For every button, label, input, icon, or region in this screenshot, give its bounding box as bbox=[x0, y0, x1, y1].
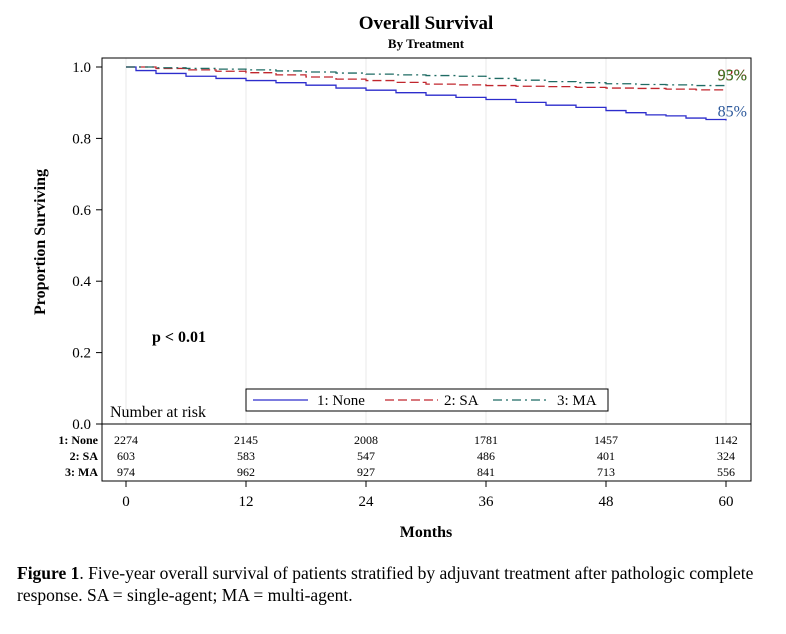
y-tick-label: 0.4 bbox=[72, 274, 91, 290]
y-tick-label: 0.6 bbox=[72, 203, 91, 219]
legend-label-none: 1: None bbox=[317, 393, 365, 409]
risk-cell: 603 bbox=[117, 449, 135, 463]
risk-table-title: Number at risk bbox=[110, 404, 206, 421]
x-tick-label: 48 bbox=[599, 494, 614, 510]
series-line-1 bbox=[126, 66, 727, 121]
x-tick-label: 36 bbox=[479, 494, 495, 510]
y-tick-label: 1.0 bbox=[72, 60, 91, 76]
risk-cell: 1457 bbox=[594, 433, 618, 447]
risk-cell: 486 bbox=[477, 449, 495, 463]
risk-cell: 547 bbox=[357, 449, 375, 463]
risk-cell: 401 bbox=[597, 449, 615, 463]
x-tick-label: 60 bbox=[719, 494, 734, 510]
figure-caption-text: . Five-year overall survival of patients… bbox=[17, 563, 754, 605]
figure-caption-label: Figure 1 bbox=[17, 563, 80, 583]
risk-row-label: 2: SA bbox=[70, 449, 99, 463]
series-line-2 bbox=[126, 66, 727, 91]
survival-curves bbox=[126, 66, 727, 121]
chart-subtitle: By Treatment bbox=[388, 36, 465, 51]
legend-label-ma: 3: MA bbox=[557, 393, 597, 409]
risk-cell: 1781 bbox=[474, 433, 498, 447]
series-line-3 bbox=[126, 66, 727, 87]
x-axis: 0 12 24 36 48 60 bbox=[122, 481, 734, 510]
y-axis-label: Proportion Surviving bbox=[32, 169, 49, 315]
risk-cell: 1142 bbox=[714, 433, 738, 447]
end-label-3: 95% bbox=[718, 67, 747, 84]
risk-cell: 713 bbox=[597, 465, 615, 479]
end-label-2: 93% bbox=[718, 67, 747, 84]
risk-table: 1: None 2274 2145 2008 1781 1457 1142 2: SA 603 5… bbox=[58, 433, 737, 479]
figure-caption: Figure 1. Five-year overall survival of … bbox=[17, 562, 769, 606]
end-labels: 85% 93%95% bbox=[718, 67, 747, 121]
risk-cell: 583 bbox=[237, 449, 255, 463]
risk-cell: 2145 bbox=[234, 433, 258, 447]
risk-cell: 2008 bbox=[354, 433, 378, 447]
legend: 1: None 2: SA 3: MA bbox=[245, 388, 609, 412]
y-axis: 0.0 0.2 0.4 0.6 0.8 1.0 bbox=[72, 60, 102, 433]
survival-chart: Overall Survival By Treatment 85%93%95% … bbox=[32, 13, 752, 541]
x-axis-label: Months bbox=[400, 524, 452, 541]
risk-cell: 2274 bbox=[114, 433, 138, 447]
p-value-annotation: p < 0.01 bbox=[152, 329, 206, 346]
x-tick-label: 12 bbox=[239, 494, 254, 510]
risk-cell: 974 bbox=[117, 465, 135, 479]
y-tick-label: 0.2 bbox=[72, 346, 91, 362]
risk-cell: 962 bbox=[237, 465, 255, 479]
x-tick-label: 0 bbox=[122, 494, 130, 510]
chart-title: Overall Survival bbox=[359, 13, 494, 34]
risk-cell: 556 bbox=[717, 465, 735, 479]
legend-label-sa: 2: SA bbox=[444, 393, 479, 409]
risk-row-label: 3: MA bbox=[65, 465, 98, 479]
risk-cell: 324 bbox=[717, 449, 735, 463]
risk-cell: 841 bbox=[477, 465, 495, 479]
x-tick-label: 24 bbox=[359, 494, 375, 510]
risk-cell: 927 bbox=[357, 465, 375, 479]
end-label-1: 85% bbox=[718, 104, 747, 121]
y-tick-label: 0.8 bbox=[72, 131, 91, 147]
y-tick-label: 0.0 bbox=[72, 417, 91, 433]
risk-row-label: 1: None bbox=[58, 433, 98, 447]
